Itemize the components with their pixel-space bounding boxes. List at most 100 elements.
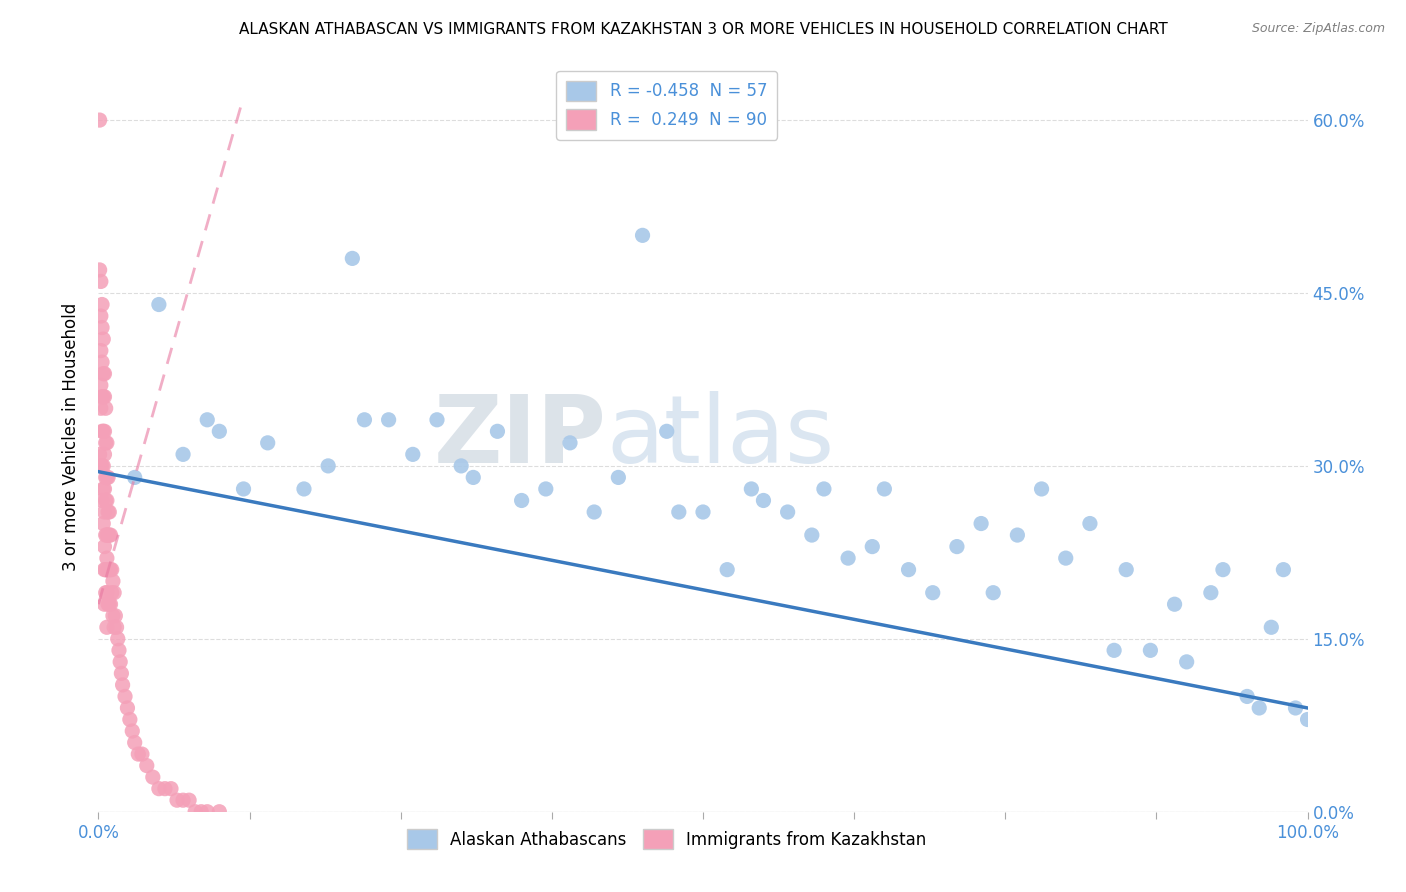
Point	[897, 563, 920, 577]
Point	[1102, 643, 1125, 657]
Point	[93, 505, 115, 519]
Point	[118, 713, 141, 727]
Point	[837, 551, 859, 566]
Point	[100, 585, 122, 599]
Point	[946, 540, 969, 554]
Point	[583, 505, 606, 519]
Point	[100, 563, 122, 577]
Point	[655, 425, 678, 439]
Point	[103, 620, 125, 634]
Point	[124, 735, 146, 749]
Point	[90, 343, 112, 358]
Point	[1284, 701, 1306, 715]
Text: ALASKAN ATHABASCAN VS IMMIGRANTS FROM KAZAKHSTAN 3 OR MORE VEHICLES IN HOUSEHOLD: ALASKAN ATHABASCAN VS IMMIGRANTS FROM KA…	[239, 22, 1167, 37]
Point	[100, 528, 122, 542]
Point	[96, 470, 118, 484]
Point	[105, 620, 128, 634]
Point	[96, 435, 118, 450]
Point	[91, 516, 114, 531]
Point	[93, 482, 115, 496]
Point	[1054, 551, 1077, 566]
Point	[450, 458, 472, 473]
Point	[342, 252, 364, 266]
Point	[1163, 597, 1185, 611]
Point	[256, 435, 278, 450]
Point	[96, 585, 118, 599]
Point	[1212, 563, 1234, 577]
Point	[316, 458, 339, 473]
Point	[91, 332, 114, 346]
Point	[90, 401, 112, 416]
Point	[135, 758, 157, 772]
Point	[1031, 482, 1053, 496]
Point	[692, 505, 714, 519]
Point	[921, 585, 943, 599]
Point	[195, 805, 218, 819]
Point	[91, 425, 114, 439]
Point	[121, 724, 143, 739]
Point	[1078, 516, 1101, 531]
Point	[90, 458, 112, 473]
Point	[101, 574, 124, 589]
Point	[1007, 528, 1029, 542]
Point	[96, 620, 118, 634]
Point	[800, 528, 823, 542]
Point	[91, 425, 114, 439]
Point	[89, 113, 111, 128]
Point	[1260, 620, 1282, 634]
Point	[89, 263, 111, 277]
Point	[101, 608, 124, 623]
Point	[1249, 701, 1271, 715]
Point	[607, 470, 630, 484]
Point	[1272, 563, 1295, 577]
Point	[94, 470, 117, 484]
Point	[534, 482, 557, 496]
Point	[124, 470, 146, 484]
Point	[813, 482, 835, 496]
Point	[97, 597, 120, 611]
Point	[103, 585, 125, 599]
Point	[860, 540, 883, 554]
Point	[148, 781, 170, 796]
Point	[93, 367, 115, 381]
Point	[510, 493, 533, 508]
Point	[91, 458, 114, 473]
Point	[91, 367, 114, 381]
Point	[98, 563, 121, 577]
Y-axis label: 3 or more Vehicles in Household: 3 or more Vehicles in Household	[62, 303, 80, 571]
Point	[981, 585, 1004, 599]
Point	[179, 793, 201, 807]
Point	[100, 597, 122, 611]
Point	[970, 516, 993, 531]
Point	[90, 309, 112, 323]
Point	[166, 793, 188, 807]
Point	[98, 597, 121, 611]
Point	[94, 528, 117, 542]
Point	[558, 435, 581, 450]
Point	[108, 643, 131, 657]
Point	[127, 747, 149, 761]
Point	[111, 678, 134, 692]
Point	[91, 458, 114, 473]
Legend: Alaskan Athabascans, Immigrants from Kazakhstan: Alaskan Athabascans, Immigrants from Kaz…	[401, 822, 934, 855]
Point	[353, 413, 375, 427]
Point	[94, 493, 117, 508]
Point	[100, 563, 122, 577]
Text: Source: ZipAtlas.com: Source: ZipAtlas.com	[1251, 22, 1385, 36]
Point	[232, 482, 254, 496]
Point	[1236, 690, 1258, 704]
Point	[1199, 585, 1222, 599]
Point	[91, 320, 114, 334]
Point	[873, 482, 896, 496]
Point	[93, 425, 115, 439]
Point	[114, 690, 136, 704]
Point	[98, 505, 121, 519]
Point	[94, 401, 117, 416]
Point	[463, 470, 485, 484]
Point	[90, 378, 112, 392]
Point	[1115, 563, 1137, 577]
Point	[107, 632, 129, 646]
Point	[94, 435, 117, 450]
Point	[716, 563, 738, 577]
Point	[752, 493, 775, 508]
